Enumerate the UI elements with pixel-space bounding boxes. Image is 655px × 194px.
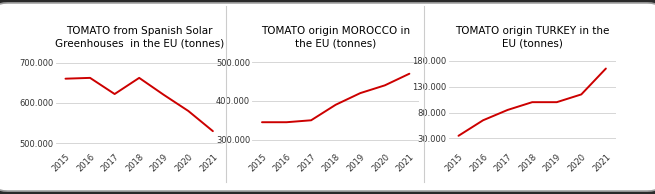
Title: TOMATO origin MOROCCO in
the EU (tonnes): TOMATO origin MOROCCO in the EU (tonnes) — [261, 26, 410, 48]
Title: TOMATO from Spanish Solar
Greenhouses  in the EU (tonnes): TOMATO from Spanish Solar Greenhouses in… — [54, 26, 224, 48]
Title: TOMATO origin TURKEY in the
EU (tonnes): TOMATO origin TURKEY in the EU (tonnes) — [455, 26, 609, 48]
